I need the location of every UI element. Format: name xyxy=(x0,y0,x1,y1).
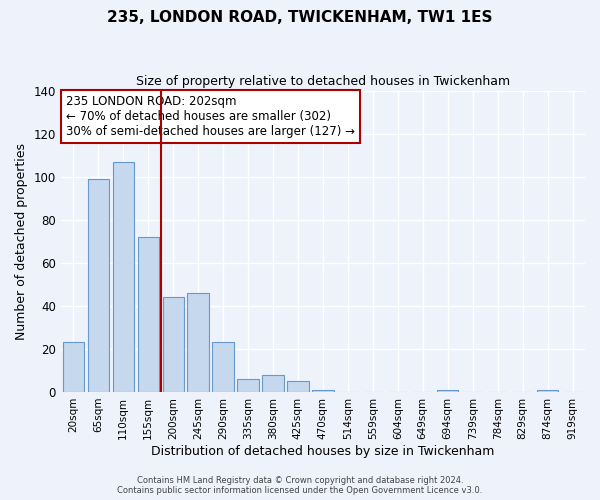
Bar xyxy=(262,374,284,392)
X-axis label: Distribution of detached houses by size in Twickenham: Distribution of detached houses by size … xyxy=(151,444,494,458)
Bar xyxy=(113,162,134,392)
Bar xyxy=(137,237,159,392)
Bar xyxy=(537,390,558,392)
Text: 235 LONDON ROAD: 202sqm
← 70% of detached houses are smaller (302)
30% of semi-d: 235 LONDON ROAD: 202sqm ← 70% of detache… xyxy=(66,95,355,138)
Bar xyxy=(238,379,259,392)
Title: Size of property relative to detached houses in Twickenham: Size of property relative to detached ho… xyxy=(136,75,510,88)
Bar xyxy=(62,342,84,392)
Bar xyxy=(312,390,334,392)
Bar xyxy=(437,390,458,392)
Bar xyxy=(187,293,209,392)
Text: 235, LONDON ROAD, TWICKENHAM, TW1 1ES: 235, LONDON ROAD, TWICKENHAM, TW1 1ES xyxy=(107,10,493,25)
Bar xyxy=(212,342,233,392)
Y-axis label: Number of detached properties: Number of detached properties xyxy=(15,143,28,340)
Bar xyxy=(287,381,308,392)
Bar xyxy=(163,297,184,392)
Text: Contains HM Land Registry data © Crown copyright and database right 2024.
Contai: Contains HM Land Registry data © Crown c… xyxy=(118,476,482,495)
Bar xyxy=(88,179,109,392)
